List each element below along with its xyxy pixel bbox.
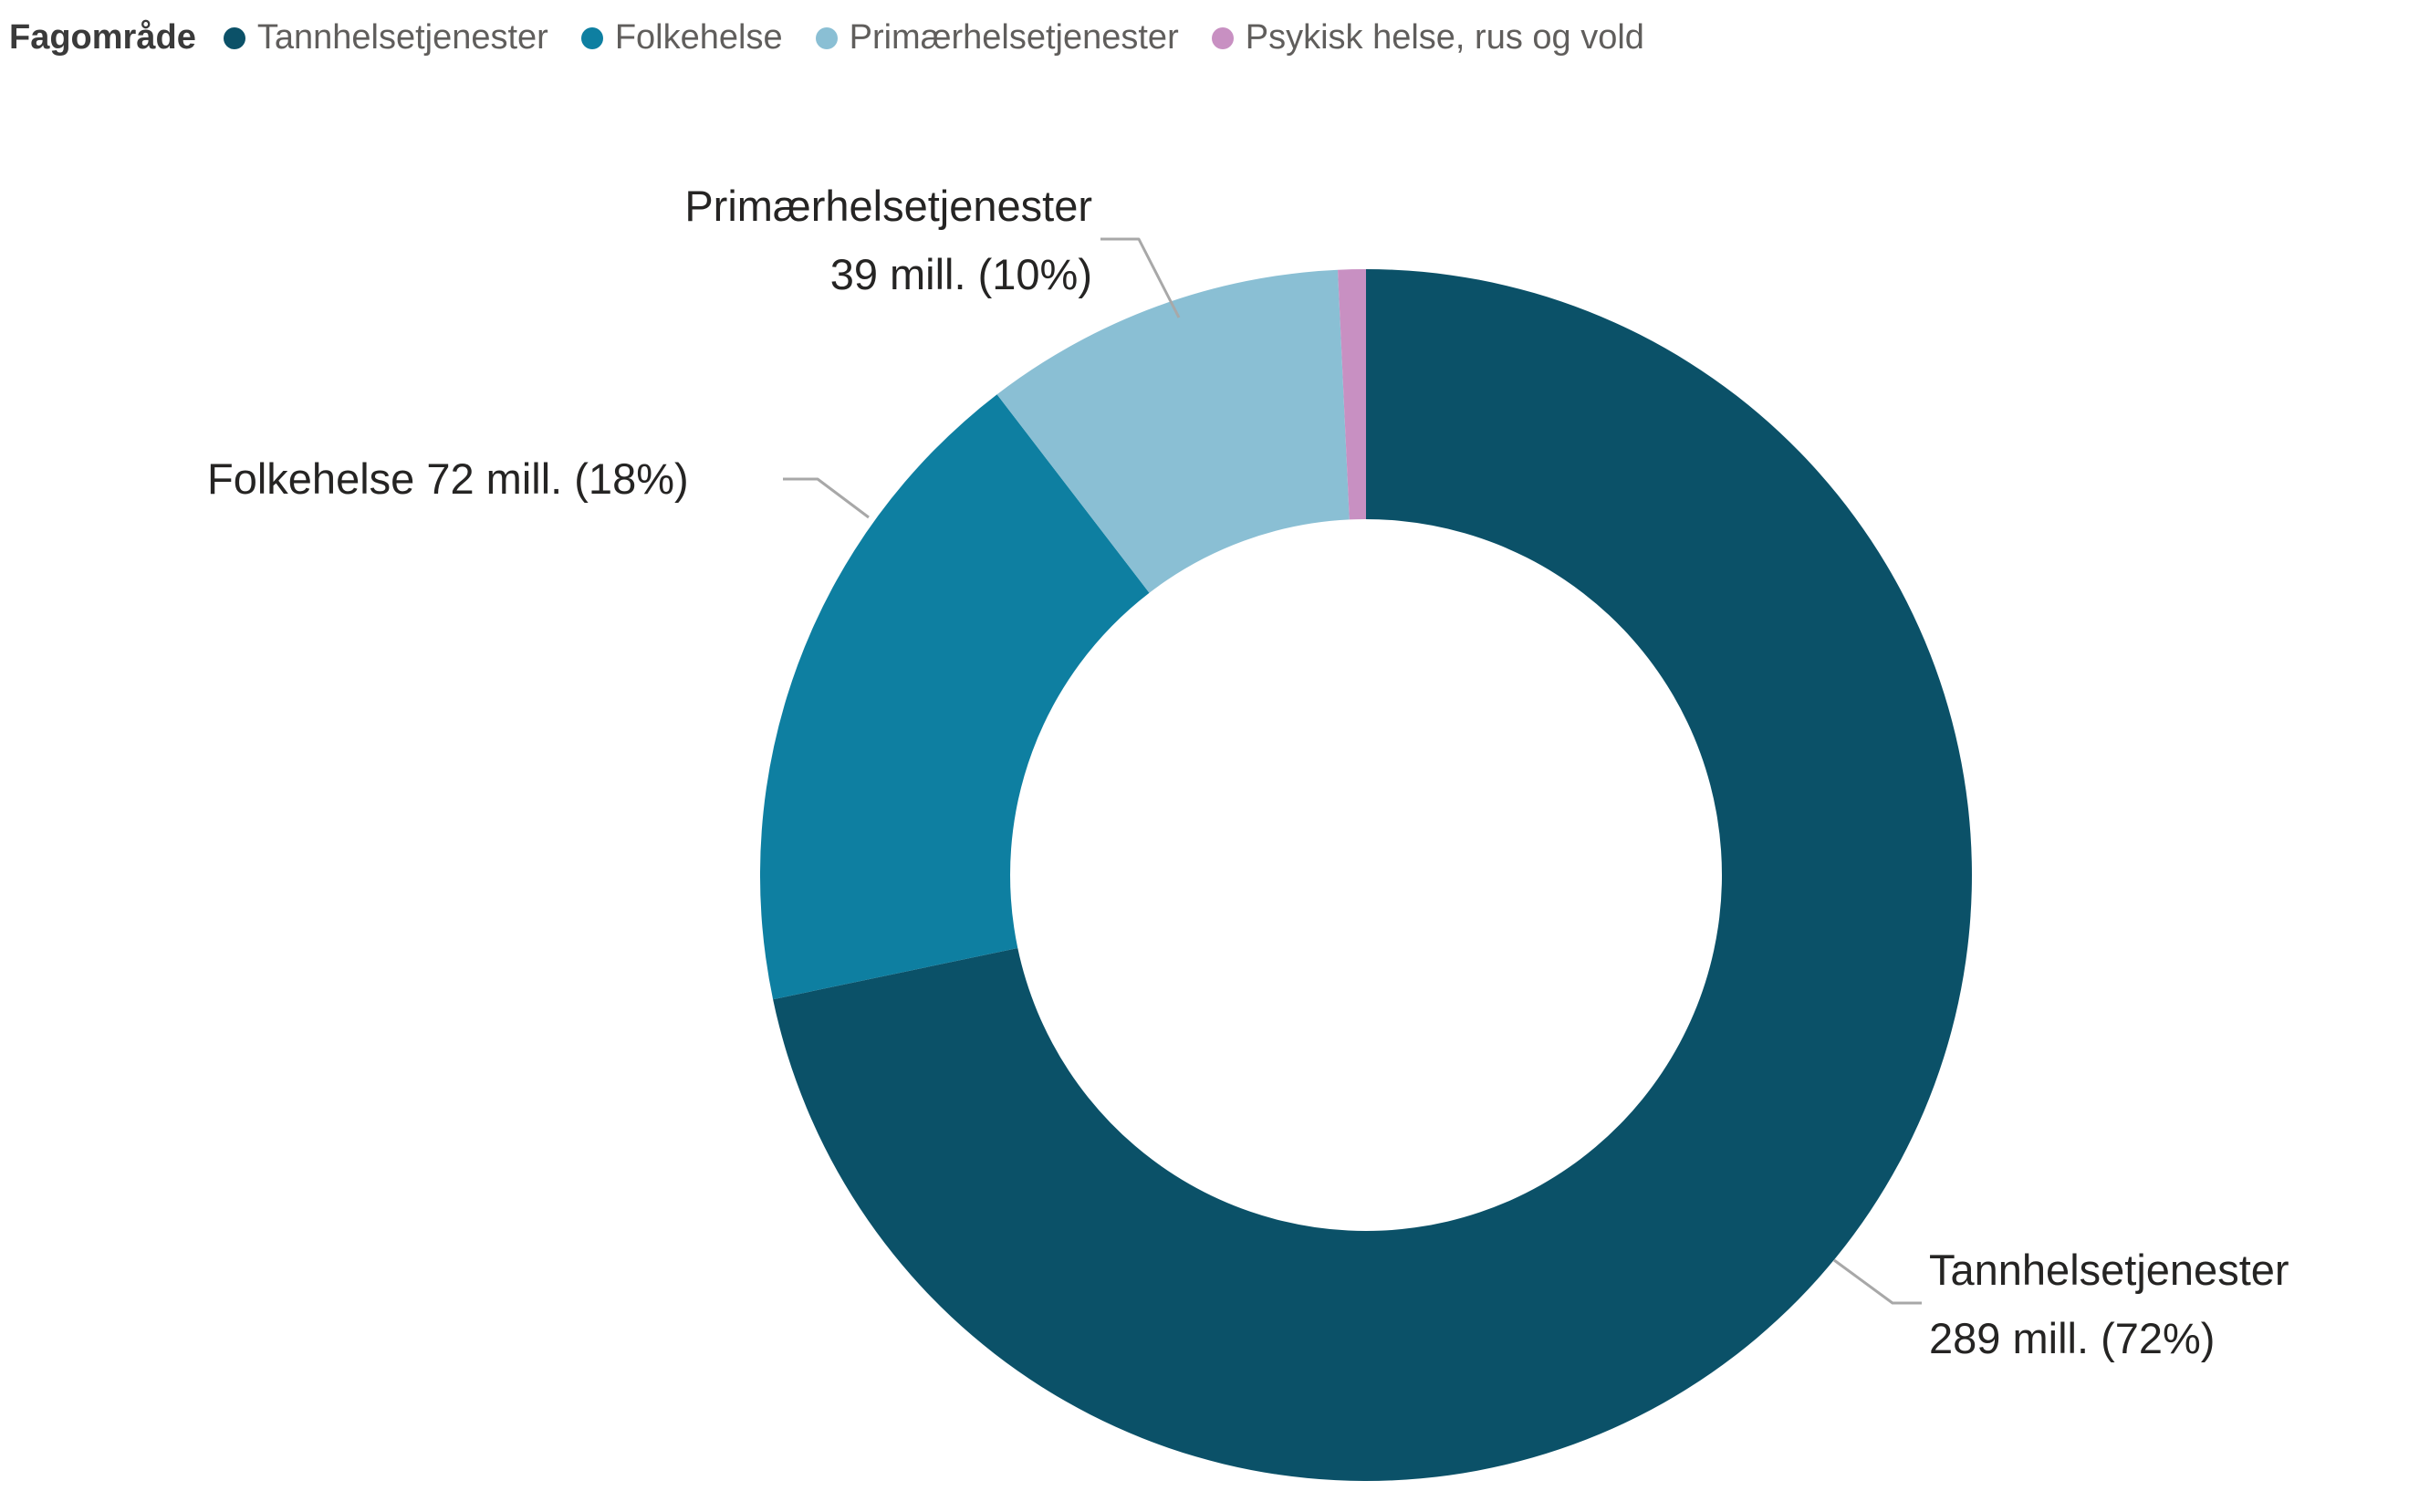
legend-item-label: Primærhelsetjenester bbox=[849, 18, 1179, 57]
legend-dot-folkehelse-icon bbox=[580, 26, 603, 49]
callout-value: 289 mill. (72%) bbox=[1929, 1314, 2216, 1362]
legend-dot-tannhelsetjenester-icon bbox=[223, 26, 245, 49]
legend: Fagområde Tannhelsetjenester Folkehelse … bbox=[9, 18, 1644, 57]
donut-slice-folkehelse[interactable] bbox=[759, 394, 1150, 1000]
callout-tannhelsetjenester: Tannhelsetjenester 289 mill. (72%) bbox=[1929, 1236, 2289, 1372]
callout-value: Folkehelse 72 mill. (18%) bbox=[207, 454, 689, 503]
legend-item-label: Folkehelse bbox=[614, 18, 783, 57]
donut-slice-primaerhelsetjenester[interactable] bbox=[996, 269, 1350, 593]
legend-item-label: Psykisk helse, rus og vold bbox=[1245, 18, 1644, 57]
callout-category: Primærhelsetjenester bbox=[684, 182, 1092, 230]
legend-item-label: Tannhelsetjenester bbox=[256, 18, 548, 57]
callout-folkehelse: Folkehelse 72 mill. (18%) bbox=[207, 444, 689, 513]
legend-dot-psykisk-helse-rus-og-vold-icon bbox=[1211, 26, 1234, 49]
leader-line-tannhelsetjenester bbox=[1833, 1258, 1922, 1305]
legend-dot-primaerhelsetjenester-icon bbox=[815, 26, 838, 49]
legend-item-psykisk-helse-rus-og-vold[interactable]: Psykisk helse, rus og vold bbox=[1211, 18, 1644, 57]
donut-slice-tannhelsetjenester[interactable] bbox=[773, 269, 1972, 1481]
legend-title: Fagområde bbox=[9, 18, 196, 57]
leader-line-primaerhelsetjenester bbox=[1100, 237, 1181, 318]
legend-item-tannhelsetjenester[interactable]: Tannhelsetjenester bbox=[223, 18, 548, 57]
callout-category: Tannhelsetjenester bbox=[1929, 1246, 2289, 1294]
legend-item-primaerhelsetjenester[interactable]: Primærhelsetjenester bbox=[815, 18, 1179, 57]
callout-value: 39 mill. (10%) bbox=[829, 250, 1092, 298]
donut-slice-psykisk-helse-rus-og-vold[interactable] bbox=[1338, 268, 1366, 520]
legend-item-folkehelse[interactable]: Folkehelse bbox=[580, 18, 783, 57]
callout-primaerhelsetjenester: Primærhelsetjenester 39 mill. (10%) bbox=[684, 172, 1092, 308]
leader-line-folkehelse bbox=[783, 477, 870, 519]
